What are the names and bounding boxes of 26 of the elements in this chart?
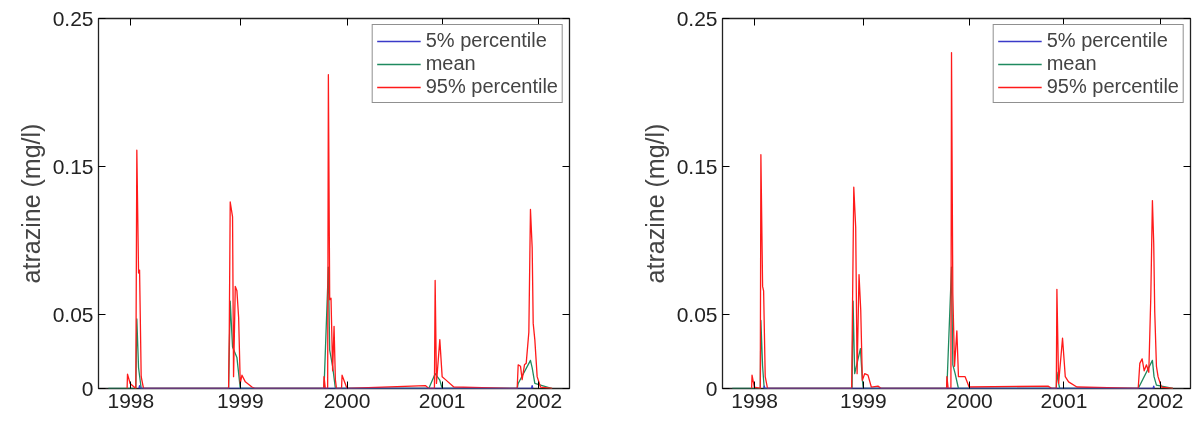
y-axis-title: atrazine (mg/l) — [640, 123, 669, 284]
legend-label: 5% percentile — [425, 29, 547, 52]
x-tick-label: 1999 — [216, 388, 264, 412]
y-tick-label: 0.15 — [676, 154, 718, 178]
y-tick-label: 0 — [705, 376, 718, 400]
legend-label: mean — [1046, 52, 1097, 75]
x-tick-label: 2000 — [323, 388, 371, 412]
y-tick-label: 0.25 — [676, 6, 718, 30]
x-tick-label: 2002 — [1136, 388, 1184, 412]
x-tick-label: 1998 — [731, 388, 778, 412]
y-axis-title: atrazine (mg/l) — [16, 123, 45, 284]
legend-label: 95% percentile — [425, 75, 558, 98]
y-tick-label: 0.25 — [52, 6, 94, 30]
x-tick-label: 1999 — [839, 388, 887, 412]
y-tick-label: 0.15 — [52, 154, 94, 178]
legend-label: 5% percentile — [1046, 29, 1168, 52]
x-tick-label: 2000 — [946, 388, 993, 412]
legend-label: 95% percentile — [1046, 75, 1179, 98]
x-tick-label: 2001 — [418, 388, 466, 412]
y-tick-label: 0.05 — [52, 302, 94, 326]
y-tick-label: 0 — [81, 376, 94, 400]
y-tick-label: 0.05 — [676, 302, 718, 326]
x-tick-label: 2002 — [515, 388, 563, 412]
x-tick-label: 2001 — [1040, 388, 1088, 412]
x-tick-label: 1998 — [107, 388, 155, 412]
legend-label: mean — [425, 52, 476, 75]
